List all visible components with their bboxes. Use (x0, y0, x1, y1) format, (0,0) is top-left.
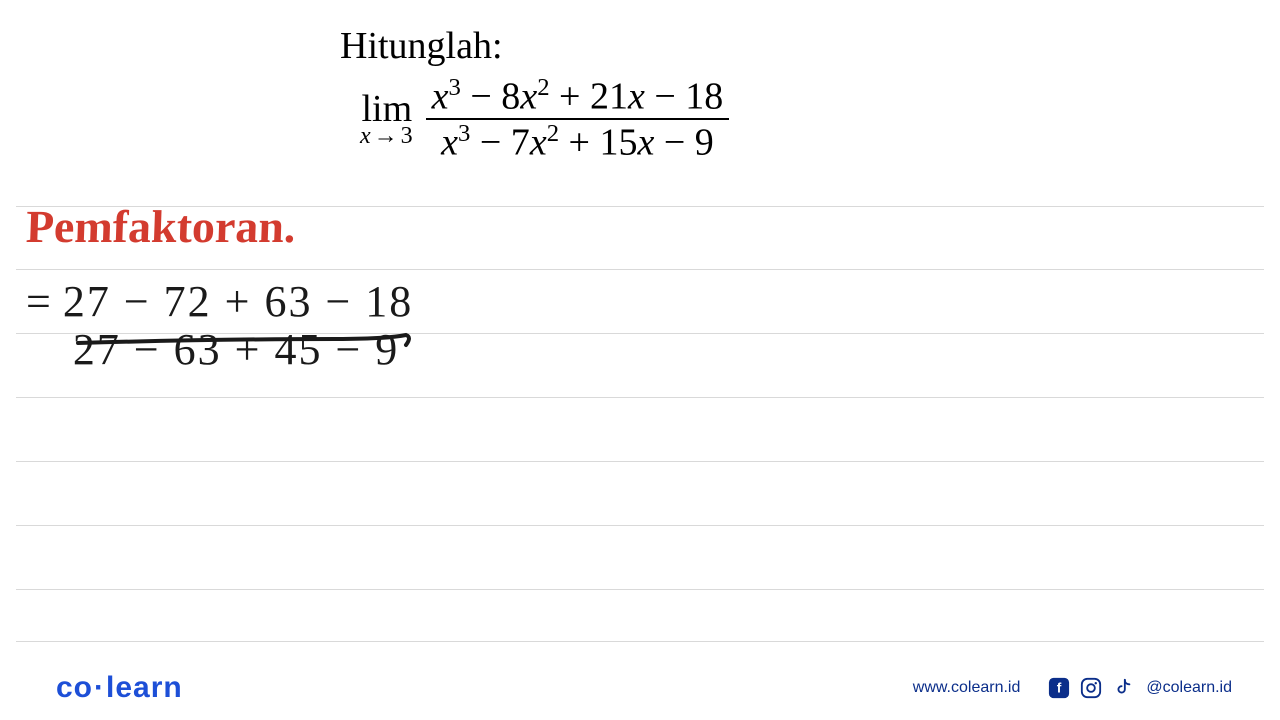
problem-statement: Hitunglah: lim x→3 x3 − 8x2 + 21x − 18 x… (340, 24, 729, 165)
rule-line (16, 641, 1264, 642)
rule-line (16, 461, 1264, 462)
rule-line (16, 397, 1264, 398)
fraction: x3 − 8x2 + 21x − 18 x3 − 7x2 + 15x − 9 (426, 74, 730, 165)
problem-title: Hitunglah: (340, 24, 729, 68)
rule-line (16, 525, 1264, 526)
lim-var: x (360, 123, 372, 149)
limit-expression: lim x→3 x3 − 8x2 + 21x − 18 x3 − 7x2 + 1… (360, 74, 729, 165)
hand-numerator: 27 − 72 + 63 − 18 (63, 280, 413, 324)
equals-sign: = (26, 280, 51, 324)
fraction-numerator: x3 − 8x2 + 21x − 18 (426, 74, 730, 118)
arrow-icon: → (372, 123, 401, 149)
hand-fraction: 27 − 72 + 63 − 18 27 − 63 + 45 − 9 (63, 280, 413, 372)
social-handle[interactable]: @colearn.id (1146, 679, 1232, 697)
lim-operator: lim x→3 (360, 90, 414, 148)
footer-right: www.colearn.id f @colearn.id (913, 677, 1232, 699)
footer-url[interactable]: www.colearn.id (913, 679, 1021, 697)
lim-target: 3 (401, 123, 414, 149)
hand-denominator: 27 − 63 + 45 − 9 (73, 328, 413, 372)
lim-subscript: x→3 (360, 124, 414, 148)
instagram-icon[interactable] (1080, 677, 1102, 699)
brand-logo: co·learn (56, 671, 183, 705)
rule-line (16, 589, 1264, 590)
logo-dot: · (93, 671, 106, 704)
rule-line (16, 269, 1264, 270)
facebook-icon[interactable]: f (1048, 677, 1070, 699)
tiktok-icon[interactable] (1112, 677, 1134, 699)
fraction-denominator: x3 − 7x2 + 15x − 9 (435, 120, 720, 164)
logo-part-co: co (56, 671, 93, 704)
page-root: Hitunglah: lim x→3 x3 − 8x2 + 21x − 18 x… (0, 0, 1280, 720)
method-label: Pemfaktoran. (25, 200, 296, 253)
footer: co·learn www.colearn.id f @colearn.id (0, 656, 1280, 720)
svg-text:f: f (1057, 681, 1062, 696)
logo-part-learn: learn (106, 671, 183, 704)
substitution-step: = 27 − 72 + 63 − 18 27 − 63 + 45 − 9 (26, 280, 413, 372)
